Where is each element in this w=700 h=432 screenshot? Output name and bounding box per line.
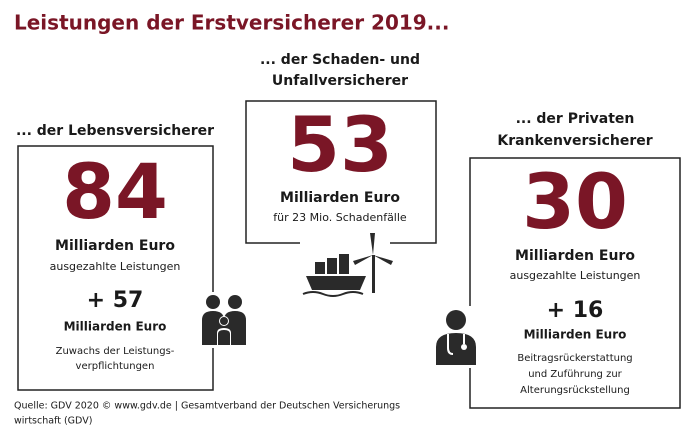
panel-heading: ... der Privaten xyxy=(516,111,635,127)
source: Quelle: GDV 2020 © www.gdv.de | Gesamtve… xyxy=(14,401,400,412)
increase-unit: Milliarden Euro xyxy=(524,328,627,342)
panel-heading: Krankenversicherer xyxy=(497,133,652,149)
increase-unit: Milliarden Euro xyxy=(64,320,167,334)
family-icon xyxy=(198,292,250,348)
big-value: 53 xyxy=(287,100,393,189)
increase-note: und Zuführung zur xyxy=(528,369,622,380)
description: ausgezahlte Leistungen xyxy=(510,269,641,282)
panel-box xyxy=(245,100,437,244)
source: wirtschaft (GDV) xyxy=(14,416,92,427)
panel-box xyxy=(469,157,681,409)
increase-note: verpflichtungen xyxy=(76,361,155,372)
unit: Milliarden Euro xyxy=(515,248,635,264)
panel-heading: ... der Schaden- und xyxy=(260,52,420,68)
increase-note: Beitragsrückerstattung xyxy=(517,353,632,364)
panel-heading: ... der Lebensversicherer xyxy=(16,123,214,139)
panel-heading: Unfallversicherer xyxy=(272,73,408,89)
panel-box xyxy=(17,145,214,391)
increase-note: Zuwachs der Leistungs- xyxy=(56,346,175,357)
unit: Milliarden Euro xyxy=(55,238,175,254)
unit: Milliarden Euro xyxy=(280,190,400,206)
increase: + 16 xyxy=(547,298,604,323)
description: für 23 Mio. Schadenfälle xyxy=(273,211,407,224)
description: ausgezahlte Leistungen xyxy=(50,260,181,273)
title: Leistungen der Erstversicherer 2019... xyxy=(14,11,449,35)
big-value: 84 xyxy=(62,147,168,236)
increase-note: Alterungsrückstellung xyxy=(520,385,630,396)
ship-turbine-icon xyxy=(300,233,393,298)
doctor-icon xyxy=(430,306,482,368)
increase: + 57 xyxy=(87,288,144,313)
big-value: 30 xyxy=(522,157,628,246)
